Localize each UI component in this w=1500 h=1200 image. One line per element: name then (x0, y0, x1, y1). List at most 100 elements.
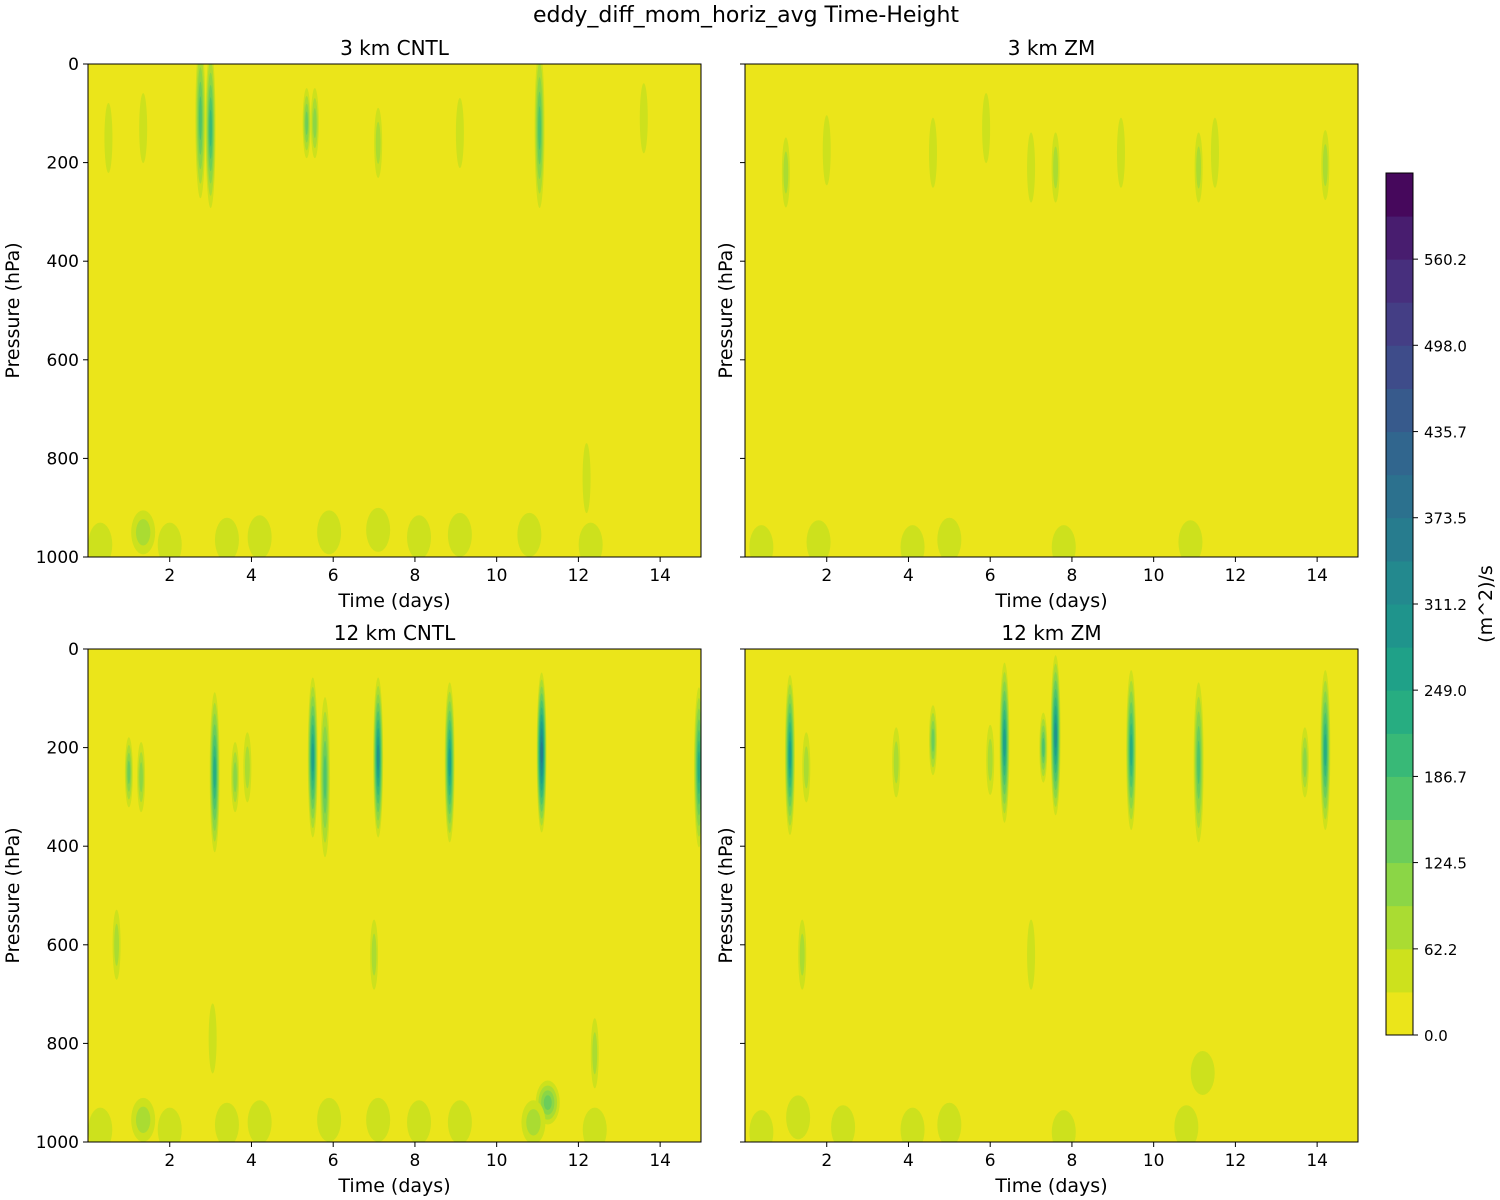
contour-blob (517, 512, 542, 557)
y-tick-label: 800 (47, 1034, 79, 1054)
panel-title: 12 km ZM (1001, 621, 1101, 645)
x-axis-label: Time (days) (337, 590, 450, 612)
panel-title: 3 km ZM (1008, 36, 1095, 60)
contour-blob (1027, 132, 1036, 203)
contour-blob (1197, 740, 1200, 785)
colorbar-tick-label: 498.0 (1424, 337, 1467, 355)
colorbar-tick-label: 373.5 (1424, 510, 1467, 528)
contour-blob (987, 738, 993, 781)
x-tick-label: 14 (649, 566, 671, 586)
colorbar-segment (1386, 991, 1413, 1036)
contour-blob (317, 1097, 342, 1142)
contour-blob (1174, 1105, 1199, 1142)
contour-blob (213, 756, 216, 789)
contour-blob (928, 117, 937, 188)
colorbar: 0.0 62.2 124.5 186.7 249.0 311.2 373.5 435.7 498… (1385, 172, 1497, 1045)
colorbar-tick-label: 62.2 (1424, 941, 1457, 959)
y-tick-label: 400 (47, 837, 79, 857)
x-tick-label: 14 (1306, 566, 1328, 586)
contour-blob (135, 519, 151, 546)
panel-2: 3 km ZM 2 4 6 8 10 12 14 Time (days) Pressure (hP… (715, 36, 1359, 612)
colorbar-segment (1386, 388, 1413, 433)
contour-blob (114, 923, 120, 966)
colorbar-segment (1386, 431, 1413, 476)
contour-blob (448, 748, 451, 777)
contour-blob (697, 751, 701, 784)
contour-blob (317, 510, 342, 555)
x-tick-label: 12 (1225, 566, 1247, 586)
x-tick-label: 6 (985, 566, 996, 586)
x-tick-label: 4 (903, 566, 914, 586)
x-tick-label: 4 (903, 1151, 914, 1171)
panels: 3 km CNTL 2 4 6 8 10 12 14 Time (days) 0 200 400 600… (2, 36, 1359, 1197)
contour-blob (1051, 525, 1076, 557)
contour-blob (376, 744, 380, 771)
contour-blob (937, 517, 962, 557)
x-tick-label: 2 (164, 1151, 175, 1171)
heatmap-features (749, 655, 1331, 1142)
contour-blob (1054, 722, 1057, 748)
contour-blob (366, 507, 391, 552)
colorbar-tick-label: 0.0 (1424, 1027, 1448, 1045)
contour-blob (375, 121, 381, 164)
contour-blob (305, 111, 308, 135)
x-tick-label: 8 (410, 1151, 421, 1171)
x-tick-label: 8 (1067, 566, 1078, 586)
x-axis-label: Time (days) (994, 1175, 1107, 1197)
x-tick-label: 14 (1306, 1151, 1328, 1171)
colorbar-segment (1386, 690, 1413, 734)
contour-blob (214, 1102, 239, 1142)
contour-blob (1027, 919, 1036, 990)
contour-blob (786, 1095, 811, 1140)
x-axis-label: Time (days) (994, 590, 1107, 612)
y-tick-label: 600 (47, 936, 79, 956)
contour-blob (806, 520, 831, 557)
contour-blob (447, 512, 472, 557)
contour-blob (526, 1109, 541, 1136)
contour-blob (323, 755, 327, 799)
contour-blob (247, 1100, 272, 1142)
colorbar-segment (1386, 647, 1413, 691)
heatmap-background (88, 649, 701, 1142)
contour-blob (1303, 747, 1307, 778)
contour-blob (749, 1110, 774, 1142)
panel-1: 3 km CNTL 2 4 6 8 10 12 14 Time (days) 0 200 400 600… (2, 36, 702, 612)
x-tick-label: 10 (486, 1151, 508, 1171)
colorbar-segment (1386, 517, 1413, 562)
x-tick-label: 6 (985, 1151, 996, 1171)
contour-blob (199, 96, 202, 141)
x-tick-label: 4 (246, 1151, 257, 1171)
contour-blob (1051, 1110, 1076, 1142)
y-tick-label: 0 (68, 640, 79, 660)
heatmap-features (88, 64, 648, 557)
contour-blob (157, 522, 182, 557)
x-axis-label: Time (days) (337, 1175, 450, 1197)
colorbar-segment (1386, 345, 1413, 389)
contour-blob (931, 728, 935, 752)
y-tick-label: 400 (47, 252, 79, 272)
x-tick-label: 14 (649, 1151, 671, 1171)
contour-blob (447, 1100, 472, 1142)
colorbar-tick-label: 124.5 (1424, 855, 1467, 873)
contour-blob (1003, 728, 1006, 757)
contour-blob (582, 1107, 607, 1142)
contour-blob (139, 93, 148, 164)
contour-blob (1196, 146, 1202, 189)
colorbar-tick-label: 311.2 (1424, 596, 1467, 614)
x-tick-label: 2 (821, 1151, 832, 1171)
contour-blob (900, 1107, 925, 1142)
colorbar-segment (1386, 733, 1413, 777)
x-tick-label: 2 (821, 566, 832, 586)
x-tick-label: 4 (246, 566, 257, 586)
contour-blob (1324, 734, 1327, 767)
colorbar-segment (1386, 259, 1413, 303)
colorbar-label: (m^2)/s (1475, 565, 1497, 643)
contour-blob (639, 83, 648, 154)
contour-blob (311, 743, 314, 772)
contour-blob (157, 1107, 182, 1142)
contour-blob (407, 515, 432, 557)
contour-blob (247, 515, 272, 557)
contour-blob (1210, 117, 1219, 188)
x-tick-label: 12 (568, 1151, 590, 1171)
